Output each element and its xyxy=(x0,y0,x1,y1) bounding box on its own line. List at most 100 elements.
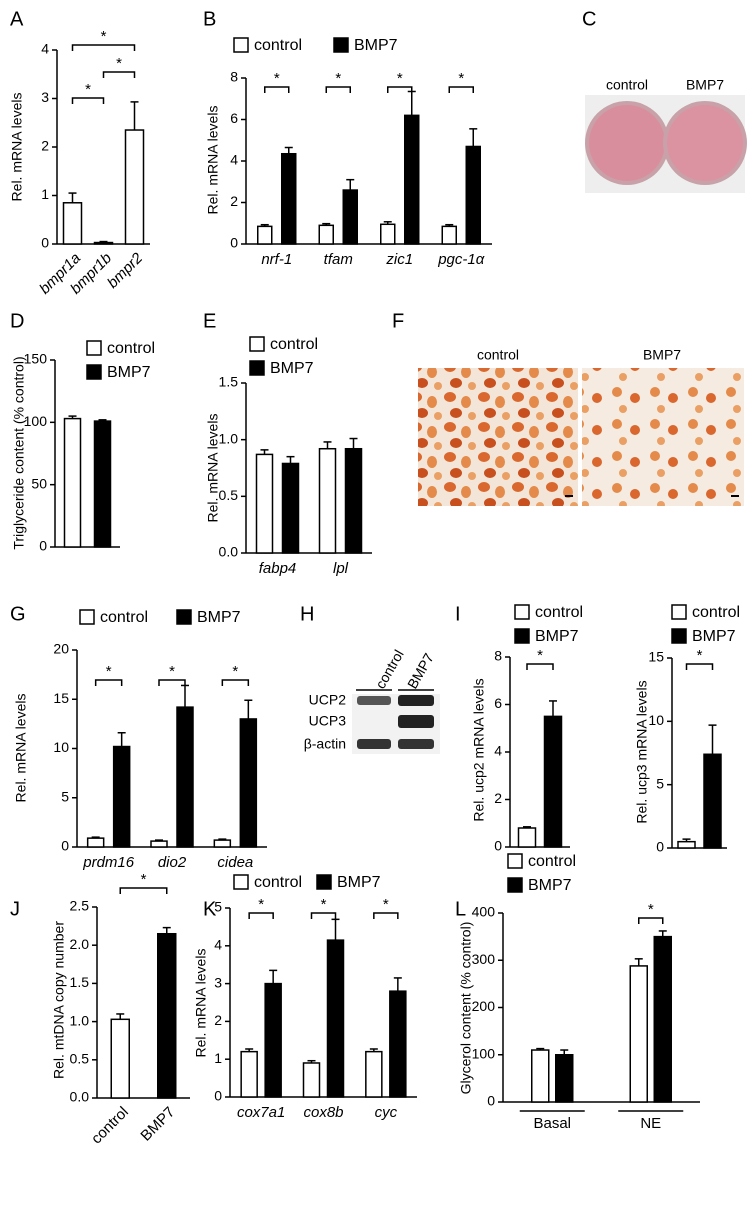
x-tick-label: BMP7 xyxy=(137,1104,178,1145)
bar xyxy=(257,225,273,245)
y-tick-label: 400 xyxy=(472,904,496,920)
significance-label: * xyxy=(258,896,264,913)
x-tick-label: fabp4 xyxy=(259,560,297,577)
y-tick-label: 2.5 xyxy=(70,898,90,914)
bar xyxy=(543,715,563,848)
bar xyxy=(63,417,82,548)
x-tick-label: Basal xyxy=(533,1115,571,1132)
significance-label: * xyxy=(537,647,543,664)
y-tick-label: 0 xyxy=(39,538,47,554)
bar xyxy=(264,982,282,1098)
bar xyxy=(555,1054,574,1103)
y-tick-label: 15 xyxy=(53,690,69,706)
y-axis-label: Rel. mRNA levels xyxy=(205,414,221,523)
x-tick-label: nrf-1 xyxy=(261,251,292,268)
significance-bracket xyxy=(264,86,290,93)
y-axis-label: Glycerol content (% control) xyxy=(458,922,474,1095)
y-tick-label: 0 xyxy=(214,1088,222,1104)
significance-bracket xyxy=(638,917,664,924)
bar xyxy=(653,935,672,1103)
bar xyxy=(404,114,420,245)
y-axis-label: Rel. ucp3 mRNA levels xyxy=(634,680,650,823)
y-axis-label: Rel. mRNA levels xyxy=(205,106,221,215)
x-tick-label: NE xyxy=(640,1115,661,1132)
y-axis-label: Rel. mRNA levels xyxy=(13,694,29,803)
bar xyxy=(441,225,457,245)
y-tick-label: 5 xyxy=(656,775,664,791)
bar xyxy=(344,447,363,554)
bar xyxy=(517,827,537,848)
y-tick-label: 5 xyxy=(214,899,222,915)
significance-label: * xyxy=(169,663,175,680)
y-axis-label: Rel. ucp2 mRNA levels xyxy=(471,678,487,821)
x-tick-label: cyc xyxy=(375,1104,398,1121)
bar xyxy=(365,1050,383,1098)
significance-label: * xyxy=(106,663,112,680)
y-tick-label: 15 xyxy=(648,649,664,665)
significance-bracket xyxy=(373,912,399,919)
y-axis-label: Triglyceride content (% control) xyxy=(11,356,27,549)
legend-label: BMP7 xyxy=(692,628,736,645)
legend-swatch xyxy=(671,604,687,620)
band-label: UCP2 xyxy=(309,692,347,708)
significance-bracket xyxy=(526,663,554,670)
panel-label: C xyxy=(582,8,596,30)
y-tick-label: 1.0 xyxy=(70,1012,90,1028)
bar xyxy=(62,202,83,245)
bar xyxy=(255,453,274,554)
panel-h-blot: control BMP7 UCP2 UCP3 β-actin xyxy=(304,647,440,754)
significance-bracket xyxy=(448,86,474,93)
legend-swatch xyxy=(333,37,349,53)
significance-label: * xyxy=(141,871,147,888)
x-tick-label: cidea xyxy=(217,854,253,871)
legend-label: control xyxy=(100,609,148,626)
y-tick-label: 0 xyxy=(656,839,664,855)
y-tick-label: 100 xyxy=(24,413,48,429)
panel-f-photo: control BMP7 xyxy=(418,347,744,506)
legend-swatch xyxy=(79,609,95,625)
legend-swatch xyxy=(507,877,523,893)
x-tick-label: control xyxy=(88,1104,132,1148)
photo-label: control xyxy=(477,347,519,363)
y-tick-label: 0 xyxy=(41,235,49,251)
bar xyxy=(281,152,297,245)
y-tick-label: 0 xyxy=(61,838,69,854)
y-tick-label: 300 xyxy=(472,951,496,967)
significance-bracket xyxy=(325,86,351,93)
x-tick-label: cox8b xyxy=(303,1104,343,1121)
panel-label: B xyxy=(203,8,216,30)
bar xyxy=(93,420,112,548)
panel-c-photo: control BMP7 xyxy=(585,77,747,193)
significance-label: * xyxy=(85,81,91,98)
y-tick-label: 2 xyxy=(230,193,238,209)
y-tick-label: 1.0 xyxy=(219,430,239,446)
panel-label: D xyxy=(10,310,24,332)
x-tick-label: lpl xyxy=(333,560,349,577)
bar xyxy=(110,1018,130,1099)
bar xyxy=(124,129,145,245)
bar xyxy=(86,837,105,848)
significance-label: * xyxy=(274,70,280,87)
y-tick-label: 6 xyxy=(494,695,502,711)
significance-label: * xyxy=(697,647,703,664)
bar xyxy=(240,1050,258,1098)
significance-bracket xyxy=(102,71,136,78)
x-tick-label: bmpr2 xyxy=(104,249,147,292)
y-tick-label: 4 xyxy=(214,937,222,953)
photo-label: BMP7 xyxy=(686,77,724,93)
significance-label: * xyxy=(458,70,464,87)
x-tick-label: zic1 xyxy=(385,251,413,268)
bar xyxy=(677,840,696,849)
y-axis-label: Rel. mtDNA copy number xyxy=(51,921,67,1079)
significance-label: * xyxy=(101,28,107,45)
x-tick-label: prdm16 xyxy=(82,854,135,871)
y-tick-label: 2 xyxy=(494,790,502,806)
panel-label: K xyxy=(203,898,217,920)
y-tick-label: 0.0 xyxy=(219,544,239,560)
panel-label: L xyxy=(455,898,466,920)
legend-label: control xyxy=(254,874,302,891)
y-axis-label: Rel. mRNA levels xyxy=(9,93,25,202)
legend-swatch xyxy=(249,336,265,352)
legend-swatch xyxy=(233,37,249,53)
photo-label: BMP7 xyxy=(643,347,681,363)
